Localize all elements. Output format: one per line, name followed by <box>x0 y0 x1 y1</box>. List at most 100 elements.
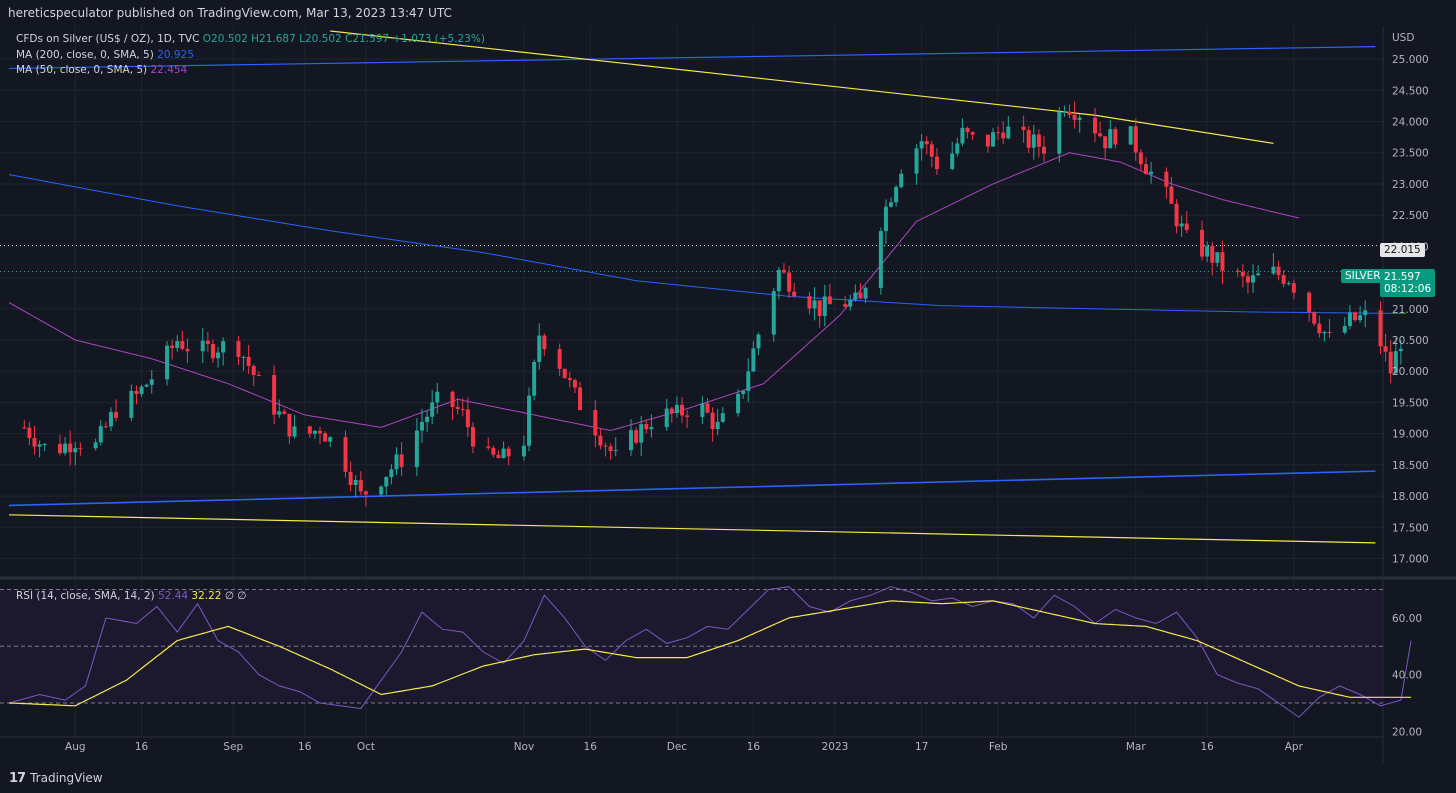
candle-body <box>1327 331 1332 333</box>
candle-body <box>1036 134 1041 147</box>
candle-body <box>221 341 226 353</box>
candle-body <box>496 454 501 459</box>
candle-body <box>42 443 47 445</box>
candle-body <box>103 426 108 428</box>
candle-body <box>501 448 506 459</box>
candle-body <box>853 292 858 300</box>
tradingview-logo-icon[interactable]: 17 <box>9 770 26 786</box>
price-tick-label: 24.000 <box>1392 117 1429 129</box>
price-tick-label: 17.000 <box>1392 554 1429 566</box>
rsi-value: 52.44 <box>158 590 189 602</box>
candle-body <box>598 435 603 446</box>
footer-brand[interactable]: TradingView <box>30 771 103 785</box>
candle-body <box>1220 252 1225 271</box>
candle-body <box>1353 312 1358 321</box>
footer: 17 TradingView <box>0 763 1456 793</box>
price-tick-label: 20.000 <box>1392 366 1429 378</box>
marked-level-tag: 22.015 <box>1380 243 1425 257</box>
candle-body <box>680 404 685 416</box>
time-tick-label: Dec <box>667 741 688 753</box>
candle-body <box>210 343 215 359</box>
candle-body <box>348 471 353 485</box>
candle-body <box>491 447 496 455</box>
candle-body <box>323 433 328 442</box>
ma50-row[interactable]: MA (50, close, 0, SMA, 5) 22.454 <box>16 63 485 79</box>
moving-averages <box>8 152 1406 432</box>
candle-body <box>817 300 822 317</box>
time-tick-label: Nov <box>514 741 535 753</box>
candle-body <box>1062 111 1067 113</box>
candle-body <box>991 132 996 147</box>
candle-body <box>537 335 542 362</box>
candle-body <box>603 445 608 447</box>
candle-body <box>776 269 781 292</box>
candle-body <box>715 421 720 430</box>
rsi-label: RSI (14, close, SMA, 14, 2) <box>16 590 155 602</box>
candle-body <box>1317 323 1322 334</box>
candle-body <box>1383 346 1388 352</box>
candle-body <box>353 479 358 485</box>
rsi-tick-label: 40.00 <box>1392 670 1422 682</box>
candle-body <box>664 408 669 428</box>
candle-body <box>1128 126 1133 145</box>
ma200-row[interactable]: MA (200, close, 0, SMA, 5) 20.925 <box>16 48 485 64</box>
candle-body <box>384 476 389 487</box>
candle-body <box>1138 152 1143 165</box>
candle-body <box>1393 351 1398 374</box>
candle-body <box>236 341 241 358</box>
candle-body <box>78 448 83 450</box>
candle-body <box>557 349 562 369</box>
candle-body <box>1026 130 1031 148</box>
candle-body <box>149 379 154 385</box>
candle-body <box>542 335 547 350</box>
rsi-legend[interactable]: RSI (14, close, SMA, 14, 2) 52.44 32.22 … <box>16 590 246 602</box>
candle-body <box>771 291 776 335</box>
candle-body <box>1103 136 1108 149</box>
candle-body <box>1271 266 1276 274</box>
symbol-row[interactable]: CFDs on Silver (US$ / OZ), 1D, TVC O20.5… <box>16 32 485 48</box>
candle-body <box>246 356 251 366</box>
candle-body <box>450 391 455 407</box>
candle-body <box>878 231 883 288</box>
candle-body <box>1215 252 1220 263</box>
candle-body <box>1398 348 1403 352</box>
candle-body <box>649 427 654 430</box>
ma50-value: 22.454 <box>150 64 188 76</box>
candle-body <box>1291 283 1296 293</box>
price-tick-label: 24.500 <box>1392 85 1429 97</box>
candle-body <box>1276 266 1281 276</box>
time-tick-label: Mar <box>1126 741 1146 753</box>
candle-body <box>287 413 292 437</box>
rsi-tick-label: 60.00 <box>1392 613 1422 625</box>
price-tick-label: 23.000 <box>1392 179 1429 191</box>
candle-body <box>425 416 430 423</box>
time-axis[interactable]: Aug 16 Sep 16 Oct Nov 16 Dec 16 2023 17 Feb Mar 16 Apr <box>65 741 1304 753</box>
published-header: hereticspeculator published on TradingVi… <box>0 0 1456 26</box>
price-axis[interactable]: 25.00024.50024.00023.50023.00022.50022.0… <box>1392 32 1429 738</box>
candle-body <box>532 361 537 396</box>
candle-body <box>455 406 460 410</box>
candle-body <box>970 132 975 135</box>
ma200-value: 20.925 <box>157 48 194 61</box>
symbol-tag: SILVER <box>1341 269 1385 283</box>
candle-body <box>272 375 277 415</box>
candle-body <box>843 304 848 307</box>
candle-body <box>919 141 924 149</box>
chart-canvas[interactable]: 25.000 24.500 24.000 23.500 23.000 22.500 22.0… <box>0 26 1456 763</box>
candle-body <box>593 410 598 436</box>
candle-body <box>720 413 725 422</box>
candle-body <box>1092 117 1097 134</box>
last-price-value: 21.597 <box>1384 271 1421 283</box>
candle-body <box>746 371 751 391</box>
candle-body <box>572 379 577 388</box>
candle-body <box>1001 132 1006 139</box>
candle-body <box>567 378 572 380</box>
candle-body <box>1281 275 1286 284</box>
time-tick-label: 16 <box>747 741 761 753</box>
candle-body <box>1210 246 1215 263</box>
candle-body <box>1143 164 1148 175</box>
candle-body <box>955 143 960 154</box>
candle-body <box>674 404 679 414</box>
candle-body <box>129 390 134 418</box>
candle-body <box>710 412 715 430</box>
